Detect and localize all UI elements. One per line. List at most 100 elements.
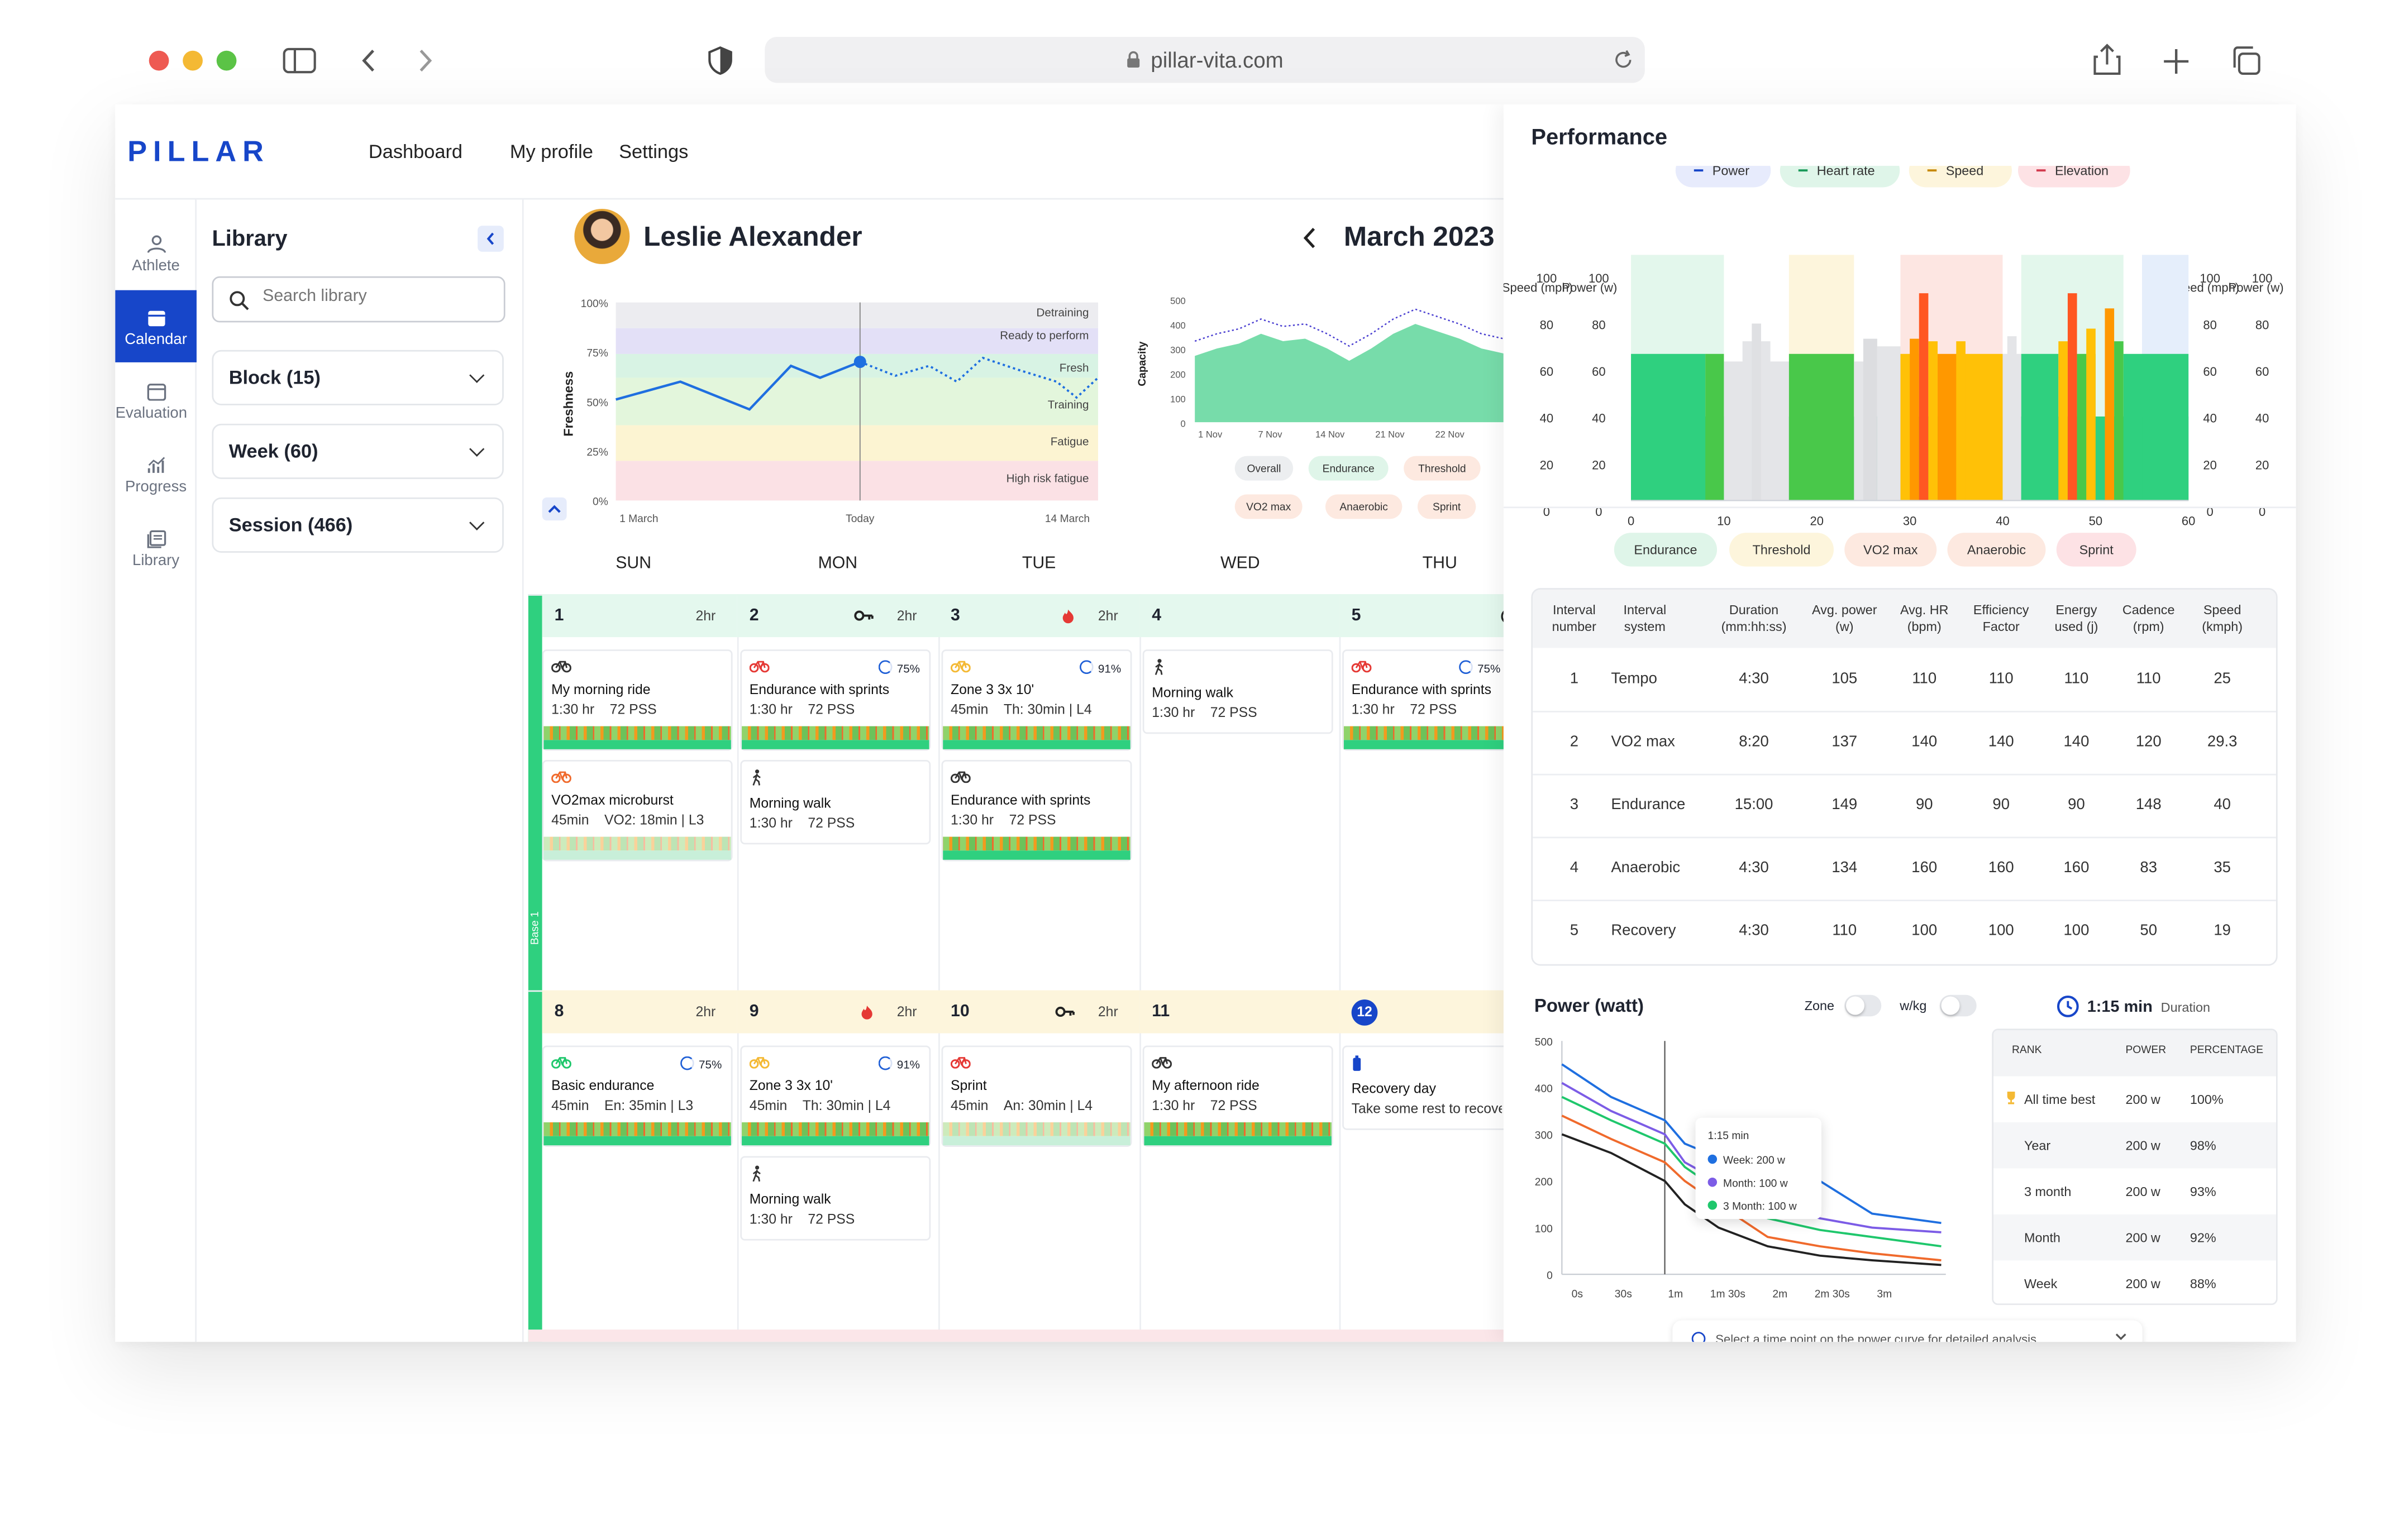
rank-row[interactable]: Week 200 w 88%	[1993, 1260, 2276, 1304]
rank-row[interactable]: Month 200 w 92%	[1993, 1214, 2276, 1261]
day-cell-header[interactable]: 11	[1139, 990, 1339, 1034]
legend-power[interactable]: Power	[1675, 165, 1771, 188]
rank-row[interactable]: 3 month 200 w 93%	[1993, 1168, 2276, 1214]
day-cell-header[interactable]: 1 2hr	[542, 594, 737, 638]
day-cell-header[interactable]: 3 2hr	[938, 594, 1140, 638]
nav-dashboard[interactable]: Dashboard	[368, 141, 463, 163]
legend-heart-rate[interactable]: Heart rate	[1780, 165, 1900, 188]
zone-filter-anaerobic[interactable]: Anaerobic	[1947, 533, 2046, 567]
x-tick-label: Today	[846, 513, 875, 525]
workout-card[interactable]: Recovery day Take some rest to recover	[1342, 1045, 1511, 1130]
workout-card[interactable]: 75% Basic endurance 45min En: 35min | L3	[542, 1045, 733, 1147]
new-tab-icon[interactable]	[2162, 47, 2190, 75]
workout-card[interactable]: Morning walk 1:30 hr 72 PSS	[740, 1156, 931, 1241]
workout-card[interactable]: My morning ride 1:30 hr 72 PSS	[542, 649, 733, 751]
pillar-logo[interactable]: PILLAR	[127, 136, 270, 169]
rail-item-library[interactable]: Library	[115, 511, 197, 584]
day-cell-header[interactable]: 10 2hr	[938, 990, 1140, 1034]
workout-load: 72 PSS	[1210, 1097, 1257, 1113]
capacity-chart[interactable]: 500 400 300 200 100 0 Capacity 1 Nov 7 Nov 14 Nov…	[1121, 284, 1504, 538]
zone-filter-endurance[interactable]: Endurance	[1614, 533, 1718, 567]
analysis-hint-bar[interactable]: Select a time point on the power curve f…	[1672, 1320, 2143, 1342]
library-section-week[interactable]: Week (60)	[212, 423, 504, 479]
nav-settings[interactable]: Settings	[619, 141, 689, 163]
library-section-session[interactable]: Session (466)	[212, 497, 504, 553]
freshness-collapse-button[interactable]	[542, 497, 567, 521]
address-bar[interactable]: pillar-vita.com	[765, 36, 1645, 83]
table-row[interactable]: 2 VO2 max 8:20 137 140 140 140 120 29.3	[1533, 711, 2276, 774]
bike-icon	[551, 771, 571, 786]
rank-row[interactable]: Year 200 w 98%	[1993, 1122, 2276, 1169]
legend-elevation[interactable]: Elevation	[2017, 165, 2130, 188]
collapse-library-button[interactable]	[478, 226, 504, 252]
reload-icon[interactable]	[1613, 49, 1634, 70]
block-strip[interactable]: Base 1	[528, 594, 542, 1342]
freshness-chart[interactable]: Detraining Ready to perform Fresh Training F…	[527, 284, 1118, 538]
workout-card[interactable]: Sprint 45min An: 30min | L4	[941, 1045, 1132, 1147]
workout-card[interactable]: 75% Endurance with sprints 1:30 hr 72 PSS	[1342, 649, 1511, 751]
bike-icon	[950, 1056, 971, 1072]
rail-item-athlete[interactable]: Athlete	[115, 217, 197, 289]
workout-card[interactable]: 75% Endurance with sprints 1:30 hr 72 PSS	[740, 649, 931, 751]
library-section-block[interactable]: Block (15)	[212, 350, 504, 405]
today-point[interactable]	[853, 356, 866, 369]
table-row[interactable]: 1 Tempo 4:30 105 110 110 110 110 25	[1533, 648, 2276, 711]
capacity-filter-endurance[interactable]: Endurance	[1308, 456, 1389, 481]
workout-load: Th: 30min | L4	[802, 1097, 891, 1113]
y-tick-left-power: 80	[1592, 318, 1605, 332]
shield-icon[interactable]	[708, 46, 733, 75]
today-date-badge[interactable]: 12	[1351, 999, 1378, 1026]
workout-meta: 1:30 hr 72 PSS	[1152, 705, 1324, 720]
athlete-avatar[interactable]	[574, 208, 630, 264]
capacity-filter-threshold[interactable]: Threshold	[1404, 456, 1481, 481]
rank-power: 200 w	[2125, 1183, 2160, 1199]
legend-speed[interactable]: Speed	[1909, 165, 2012, 188]
progress-ring-icon	[1459, 660, 1473, 675]
rank-label: Month	[2024, 1230, 2060, 1245]
previous-month-icon[interactable]	[1301, 226, 1319, 250]
table-row[interactable]: 5 Recovery 4:30 110 100 100 100 50 19	[1533, 900, 2276, 963]
library-search-box[interactable]	[212, 276, 505, 323]
workout-card[interactable]: Morning walk 1:30 hr 72 PSS	[1142, 649, 1333, 734]
workout-card[interactable]: 91% Zone 3 3x 10' 45min Th: 30min | L4	[740, 1045, 931, 1147]
rail-item-evaluation[interactable]: Evaluation	[115, 364, 197, 436]
tabs-overview-icon[interactable]	[2230, 45, 2262, 77]
rail-item-calendar[interactable]: Calendar	[115, 290, 197, 362]
share-icon[interactable]	[2092, 43, 2122, 76]
zone-toggle[interactable]	[1844, 994, 1882, 1017]
table-row[interactable]: 4 Anaerobic 4:30 134 160 160 160 83 35	[1533, 837, 2276, 900]
rail-item-progress[interactable]: Progress	[115, 438, 197, 510]
zone-filter-threshold[interactable]: Threshold	[1729, 533, 1834, 567]
close-window-button[interactable]	[149, 50, 169, 71]
capacity-filter-overall[interactable]: Overall	[1234, 456, 1294, 481]
day-cell-header[interactable]: 8 2hr	[542, 990, 737, 1034]
library-search-input[interactable]	[263, 287, 493, 306]
workout-card[interactable]: Morning walk 1:30 hr 72 PSS	[740, 760, 931, 845]
capacity-filter-vo2-max[interactable]: VO2 max	[1234, 494, 1303, 519]
capacity-filter-sprint[interactable]: Sprint	[1417, 494, 1476, 519]
workout-card[interactable]: 91% Zone 3 3x 10' 45min Th: 30min | L4	[941, 649, 1132, 751]
workout-card[interactable]: My afternoon ride 1:30 hr 72 PSS	[1142, 1045, 1333, 1147]
forward-icon[interactable]	[416, 47, 435, 74]
wkg-toggle[interactable]	[1939, 994, 1977, 1017]
nav-my-profile[interactable]: My profile	[509, 141, 593, 163]
capacity-filter-anaerobic[interactable]: Anaerobic	[1325, 494, 1403, 519]
power-bar	[1705, 353, 1724, 501]
minimize-window-button[interactable]	[183, 50, 203, 71]
day-cell-header[interactable]: 2 2hr	[737, 594, 939, 638]
day-cell-header[interactable]: 4	[1139, 594, 1339, 638]
maximize-window-button[interactable]	[216, 50, 237, 71]
table-cell: 110	[1912, 671, 1937, 688]
workout-card[interactable]: Endurance with sprints 1:30 hr 72 PSS	[941, 760, 1132, 862]
workout-card[interactable]: VO2max microburst 45min VO2: 18min | L3	[542, 760, 733, 862]
table-row[interactable]: 3 Endurance 15:00 149 90 90 90 148 40	[1533, 774, 2276, 837]
trophy-icon	[2006, 1090, 2016, 1108]
rank-row[interactable]: All time best 200 w 100%	[1993, 1076, 2276, 1122]
day-cell-header[interactable]: 9 2hr	[737, 990, 939, 1034]
table-cell: 140	[2063, 734, 2090, 751]
back-icon[interactable]	[359, 47, 378, 74]
zone-filter-vo2-max[interactable]: VO2 max	[1844, 533, 1937, 567]
interval-table: Interval number Interval system Duration (…	[1531, 588, 2278, 966]
sidebar-toggle-icon[interactable]	[283, 47, 316, 74]
zone-filter-sprint[interactable]: Sprint	[2056, 533, 2136, 567]
